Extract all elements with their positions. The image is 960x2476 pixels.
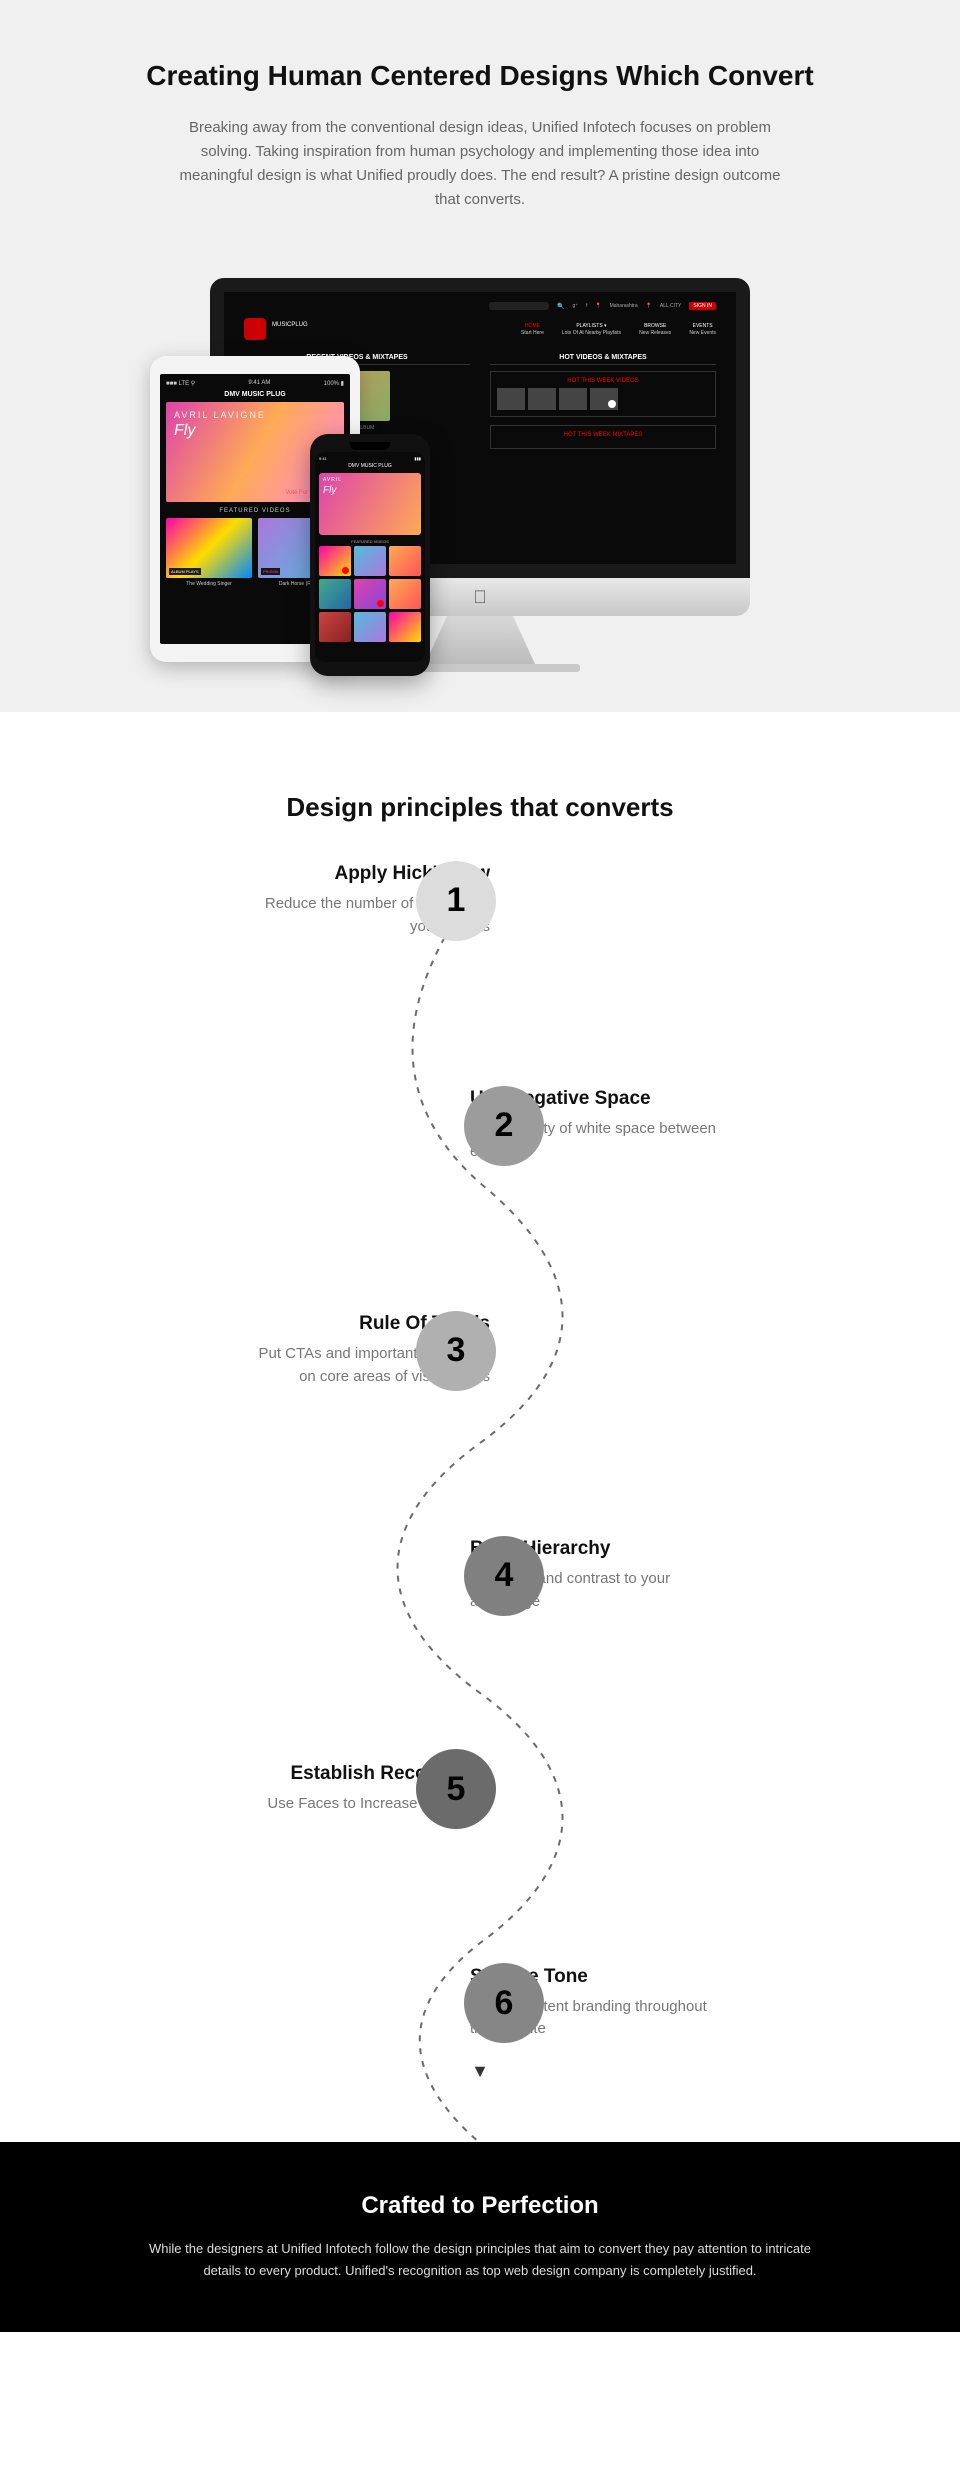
location-label: 📍	[595, 303, 601, 309]
social-icon[interactable]: g⁺	[573, 303, 578, 309]
principle-item: 6Set The ToneUse consistent branding thr…	[130, 1966, 830, 2041]
footer-section: Crafted to Perfection While the designer…	[0, 2142, 960, 2332]
nav-events[interactable]: EVENTSNew Events	[689, 323, 716, 336]
hot-thumb[interactable]	[528, 388, 556, 410]
principle-item: 3Rule Of ThirdsPut CTAs and important me…	[130, 1313, 830, 1388]
principle-item: 4Build HierarchyUse color and contrast t…	[130, 1538, 830, 1613]
location-value: Maharashtra	[610, 303, 638, 309]
iphone-app-title: DMV MUSIC PLUG	[319, 463, 421, 469]
principle-number: 4	[464, 1536, 544, 1616]
city-value: ALL CITY	[660, 303, 682, 309]
hot-week-mixtapes: HOT THIS WEEK MIXTAPES	[497, 432, 709, 438]
search-icon: 🔍	[557, 303, 564, 310]
footer-body: While the designers at Unified Infotech …	[140, 2238, 820, 2282]
thumb[interactable]	[319, 546, 351, 576]
hero-body: Breaking away from the conventional desi…	[170, 116, 790, 212]
principles-section: Design principles that converts 1Apply H…	[0, 712, 960, 2142]
iphone-screen: 9:41 ▮▮▮ DMV MUSIC PLUG AVRIL Fly FEATUR…	[315, 452, 425, 662]
hot-mixtapes-box: HOT THIS WEEK MIXTAPES	[490, 425, 716, 449]
nav-home[interactable]: HOMEStart Here	[521, 323, 544, 336]
iphone-time: 9:41	[319, 456, 327, 461]
hot-thumb[interactable]	[559, 388, 587, 410]
hero-artist: AVRIL	[323, 477, 342, 483]
city-label: 📍	[646, 303, 652, 309]
thumb[interactable]	[354, 546, 386, 576]
thumb[interactable]	[389, 546, 421, 576]
thumb[interactable]	[319, 612, 351, 642]
footer-title: Crafted to Perfection	[40, 2192, 920, 2220]
hot-thumb-play[interactable]	[590, 388, 618, 410]
hero-section: Creating Human Centered Designs Which Co…	[0, 0, 960, 712]
featured-card[interactable]: ALBUM PLAYS The Wedding Singer	[166, 518, 252, 587]
principle-number: 2	[464, 1086, 544, 1166]
imac-stand	[425, 616, 535, 664]
principle-item: 5Establish RecognitionUse Faces to Incre…	[130, 1763, 830, 1816]
search-input[interactable]	[489, 302, 549, 310]
play-icon	[377, 600, 384, 607]
iphone-hero[interactable]: AVRIL Fly	[319, 473, 421, 535]
principle-item: 1Apply Hick's LawReduce the number of ch…	[130, 863, 830, 938]
device-mockups: 🔍 g⁺ f 📍 Maharashtra 📍 ALL CITY SIGN IN …	[40, 252, 920, 672]
thumb[interactable]	[319, 579, 351, 609]
iphone-notch	[350, 442, 390, 450]
hero-title: Creating Human Centered Designs Which Co…	[40, 60, 920, 92]
principle-number: 5	[416, 1749, 496, 1829]
principle-number: 6	[464, 1963, 544, 2043]
signal-icon: ▮▮▮	[414, 456, 421, 461]
nav-playlists[interactable]: PLAYLISTS ▾Lots Of At Nearby Playlists	[562, 323, 621, 336]
thumb[interactable]	[354, 579, 386, 609]
hero-track: Fly	[323, 485, 336, 496]
hero-artist: AVRIL LAVIGNE	[174, 410, 266, 420]
iphone-mockup: 9:41 ▮▮▮ DMV MUSIC PLUG AVRIL Fly FEATUR…	[310, 434, 430, 676]
principles-wrap: 1Apply Hick's LawReduce the number of ch…	[130, 863, 830, 2041]
thumb[interactable]	[354, 612, 386, 642]
principle-number: 3	[416, 1311, 496, 1391]
social-icon[interactable]: f	[586, 303, 587, 309]
hot-thumb[interactable]	[497, 388, 525, 410]
featured-heading: FEATURED VIDEOS	[319, 539, 421, 544]
hot-videos-box: HOT THIS WEEK VIDEOS	[490, 371, 716, 417]
hot-week-videos: HOT THIS WEEK VIDEOS	[497, 378, 709, 384]
carrier-label: ■■■ LTE ⚲	[166, 380, 195, 387]
logo-icon[interactable]	[244, 318, 266, 340]
hot-heading: HOT VIDEOS & MIXTAPES	[490, 354, 716, 365]
card-badge: PRISMA	[261, 568, 280, 575]
brand-name: MUSICPLUG	[272, 322, 308, 328]
hero-track: Fly	[174, 422, 195, 440]
signin-button[interactable]: SIGN IN	[689, 302, 716, 310]
battery-label: 100% ▮	[324, 380, 344, 387]
principle-number: 1	[416, 861, 496, 941]
principles-title: Design principles that converts	[60, 792, 900, 823]
principle-item: 2Use Negative SpaceLeave plenty of white…	[130, 1088, 830, 1163]
play-icon	[342, 567, 349, 574]
thumb[interactable]	[389, 579, 421, 609]
imac-nav: MUSICPLUG HOMEStart Here PLAYLISTS ▾Lots…	[244, 318, 716, 340]
time-label: 9:41 AM	[248, 380, 270, 387]
card-badge: ALBUM PLAYS	[169, 568, 201, 575]
nav-browse[interactable]: BROWSENew Releases	[639, 323, 671, 336]
card-title: The Wedding Singer	[166, 581, 252, 587]
thumb[interactable]	[389, 612, 421, 642]
ipad-app-title: DMV MUSIC PLUG	[166, 391, 344, 398]
